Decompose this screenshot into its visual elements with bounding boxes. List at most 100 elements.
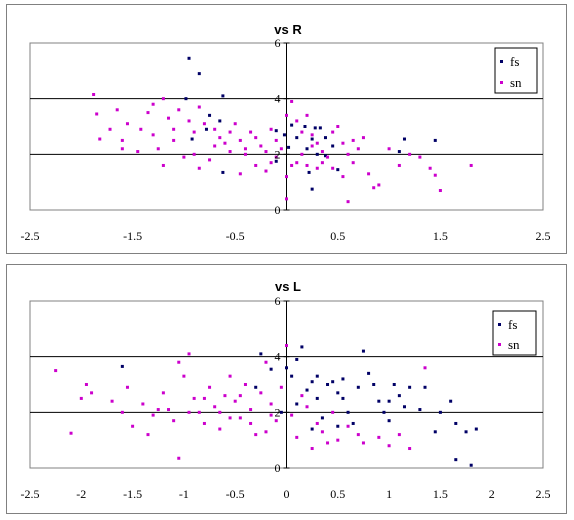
data-point-sn [120, 410, 124, 414]
data-point-sn [146, 433, 150, 437]
data-point-sn [213, 405, 217, 409]
data-point-sn [310, 144, 314, 148]
data-point-fs [336, 391, 340, 395]
data-point-sn [418, 155, 422, 159]
y-tick-label: 0 [275, 461, 281, 475]
data-point-fs [454, 458, 458, 462]
x-tick-label: 0.5 [330, 487, 345, 501]
data-point-sn [295, 161, 299, 165]
y-tick-label: 6 [275, 36, 281, 50]
data-point-fs [336, 168, 340, 172]
data-point-sn [356, 147, 360, 151]
x-tick-label: -2.5 [21, 487, 40, 501]
data-point-sn [295, 435, 299, 439]
data-point-sn [300, 130, 304, 134]
data-point-sn [69, 431, 73, 435]
data-point-sn [218, 410, 222, 414]
data-point-sn [469, 163, 473, 167]
data-point-sn [146, 111, 150, 115]
data-point-sn [315, 166, 319, 170]
data-point-sn [141, 402, 145, 406]
data-point-sn [269, 161, 273, 165]
data-point-fs [341, 377, 345, 381]
data-point-sn [202, 396, 206, 400]
data-point-fs [305, 388, 309, 392]
data-point-fs [320, 416, 324, 420]
x-tick-label: 1.5 [433, 487, 448, 501]
data-point-fs [326, 383, 330, 386]
data-point-sn [408, 447, 412, 451]
data-point-fs [397, 150, 401, 154]
data-point-sn [305, 163, 309, 167]
data-point-sn [177, 108, 181, 112]
data-point-fs [323, 136, 327, 140]
data-point-fs [218, 119, 222, 123]
chart-title: vs L [275, 279, 301, 294]
data-point-sn [115, 108, 119, 112]
data-point-fs [259, 352, 263, 356]
data-point-sn [326, 155, 330, 159]
data-point-sn [310, 133, 314, 137]
data-point-sn [125, 385, 129, 389]
data-point-sn [346, 200, 350, 204]
data-point-sn [197, 105, 201, 109]
data-point-fs [279, 410, 283, 414]
data-point-fs [274, 159, 278, 163]
x-tick-label: 1.5 [433, 229, 448, 243]
data-point-sn [243, 147, 247, 151]
data-point-sn [274, 155, 278, 159]
data-point-fs [402, 405, 406, 409]
data-point-fs [408, 385, 412, 389]
data-point-sn [120, 147, 124, 151]
data-point-sn [249, 408, 253, 412]
data-point-fs [310, 187, 314, 191]
data-point-fs [305, 147, 309, 151]
data-point-sn [98, 137, 102, 141]
x-tick-label: -1.5 [123, 487, 142, 501]
data-point-fs [449, 399, 453, 403]
data-point-fs [356, 385, 360, 389]
data-point-sn [336, 125, 340, 128]
data-point-sn [305, 405, 309, 409]
x-tick-label: -0.5 [226, 229, 245, 243]
data-point-fs [313, 126, 317, 130]
data-point-fs [336, 424, 340, 428]
data-point-fs [387, 419, 391, 423]
data-point-fs [382, 410, 386, 414]
data-point-sn [182, 374, 186, 378]
data-point-sn [131, 424, 135, 428]
data-point-sn [177, 360, 181, 364]
data-point-sn [208, 385, 212, 389]
data-point-fs [397, 394, 401, 398]
data-point-fs [221, 170, 225, 174]
data-point-sn [387, 444, 391, 448]
data-point-sn [243, 152, 247, 156]
data-point-fs [285, 366, 288, 370]
data-point-sn [279, 385, 283, 389]
data-point-fs [315, 374, 319, 378]
data-point-sn [331, 130, 335, 134]
data-point-fs [315, 396, 319, 400]
data-point-sn [161, 391, 165, 395]
chart-panel-vs-r: vs R -2.5 -1.5 -0.5 0.5 1.5 2.5 0 2 4 6 fs sn [6, 4, 567, 254]
data-point-sn [151, 133, 155, 137]
scatter-chart-vs-l: vs L -2.5 -2 -1.5 -1 -0.5 0 0.5 1 1.5 2 2.5 0 2 4 6 fs… [21, 279, 551, 501]
data-point-sn [233, 399, 237, 403]
data-point-fs [367, 371, 371, 375]
chart-title: vs R [274, 22, 302, 37]
data-point-sn [397, 433, 401, 437]
data-point-sn [228, 130, 232, 134]
data-point-fs [290, 123, 294, 127]
data-point-fs [221, 94, 225, 98]
data-point-sn [336, 438, 340, 442]
scatter-chart-vs-r: vs R -2.5 -1.5 -0.5 0.5 1.5 2.5 0 2 4 6 fs sn [21, 22, 551, 243]
data-point-sn [254, 433, 258, 437]
data-point-sn [397, 163, 401, 167]
data-point-sn [139, 127, 143, 131]
data-point-sn [84, 383, 88, 386]
data-point-fs [331, 144, 335, 148]
data-point-sn [428, 166, 432, 170]
data-point-sn [367, 172, 371, 176]
data-point-sn [254, 136, 258, 140]
data-point-fs [310, 137, 314, 141]
